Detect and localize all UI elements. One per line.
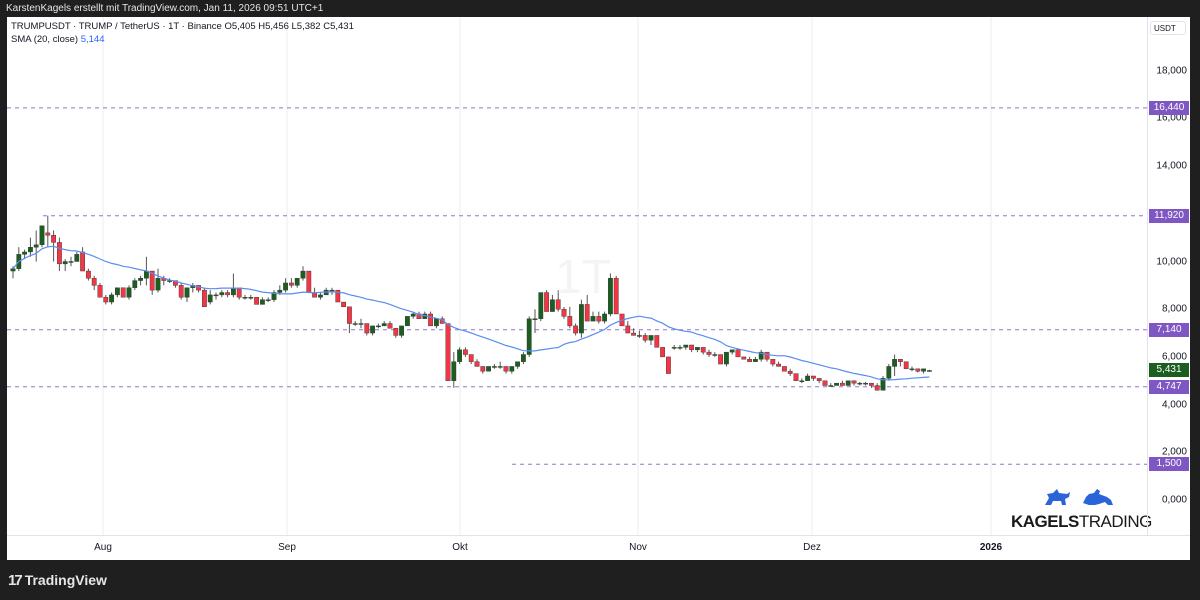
sma-value: 5,144 — [80, 34, 105, 45]
price-level-tag[interactable]: 4,747 — [1149, 379, 1189, 394]
kagels-trading-logo: KAGELSTRADING — [1011, 485, 1152, 532]
brand-name-bold: KAGELS — [1011, 512, 1079, 531]
price-tick: 14,000 — [1156, 160, 1187, 172]
attribution-text: KarstenKagels erstellt mit TradingView.c… — [6, 3, 324, 14]
chart-panel[interactable]: 1T TRUMPUSDT · TRUMP / TetherUS · 1T · B… — [7, 17, 1190, 560]
bull-bear-icon — [1045, 489, 1113, 505]
price-tick: 8,000 — [1161, 303, 1187, 315]
price-tick: 18,000 — [1156, 65, 1187, 77]
price-level-tag[interactable]: 7,140 — [1149, 322, 1189, 337]
time-label: Sep — [278, 542, 296, 553]
currency-unit-label[interactable]: USDT — [1150, 21, 1186, 35]
symbol-info: TRUMPUSDT · TRUMP / TetherUS · 1T · Bina… — [11, 21, 354, 32]
tradingview-logo-icon: 17 — [8, 571, 23, 589]
price-tick: 6,000 — [1161, 351, 1187, 363]
plot-area[interactable]: 1T TRUMPUSDT · TRUMP / TetherUS · 1T · B… — [7, 17, 1152, 535]
time-label: Nov — [629, 542, 647, 553]
price-tick: 2,000 — [1161, 446, 1187, 458]
tradingview-footer: 17 TradingView — [8, 571, 107, 589]
price-tick: 16,000 — [1156, 112, 1187, 124]
time-label: Dez — [803, 542, 821, 553]
tradingview-wordmark: TradingView — [24, 572, 107, 588]
price-level-tag[interactable]: 16,440 — [1149, 100, 1189, 115]
candlestick-chart[interactable] — [7, 17, 1147, 535]
price-tick: 0,000 — [1161, 494, 1187, 506]
attribution-bar: KarstenKagels erstellt mit TradingView.c… — [0, 0, 1200, 17]
time-label: 2026 — [979, 542, 1003, 553]
brand-name-light: TRADING — [1078, 512, 1153, 531]
sma-label: SMA (20, close) — [11, 34, 79, 45]
interval-watermark: 1T — [555, 251, 612, 304]
price-tick: 4,000 — [1161, 399, 1187, 411]
price-level-tag[interactable]: 11,920 — [1149, 208, 1189, 223]
price-axis[interactable]: USDT 18,000 16,000 14,000 10,000 8,000 6,000 4… — [1147, 17, 1191, 535]
price-level-tag[interactable]: 5,431 — [1149, 363, 1189, 378]
time-label: Okt — [452, 542, 468, 553]
brand-name: KAGELSTRADING — [1011, 512, 1152, 532]
sma-legend: SMA (20, close) 5,144 — [11, 33, 354, 46]
price-tick: 10,000 — [1156, 256, 1187, 267]
chart-legend: TRUMPUSDT · TRUMP / TetherUS · 1T · Bina… — [11, 20, 354, 46]
time-label: Aug — [94, 542, 112, 553]
price-level-tag[interactable]: 1,500 — [1149, 457, 1189, 472]
time-axis[interactable]: Aug Sep Okt Nov Dez 2026 — [7, 535, 1190, 561]
